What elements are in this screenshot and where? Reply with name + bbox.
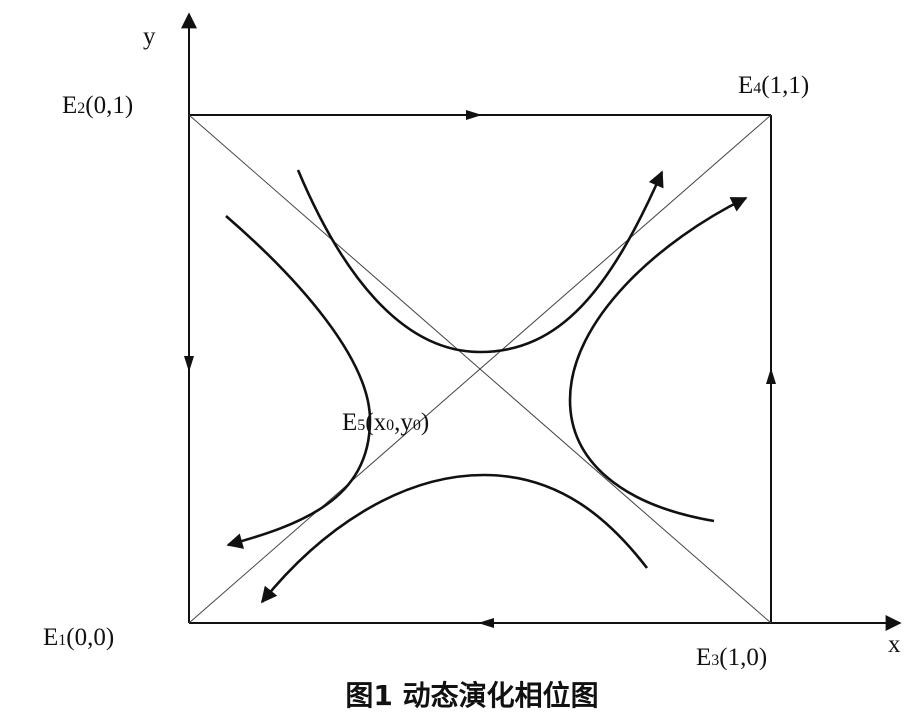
subscript: 5 [357,417,365,434]
subscript: 3 [711,652,719,669]
label-part: (x [365,409,386,436]
subscript: 2 [77,100,85,117]
subscript: 1 [58,632,66,649]
axis-label: y [143,23,156,50]
trajectory [260,473,649,604]
trajectory [296,169,664,354]
label-part: ) [421,409,429,436]
edge-arrow [766,368,776,384]
subscript: 0 [413,417,421,434]
label-part: ,y [394,409,413,436]
point-label: E1(0,0) [43,624,114,651]
label-part: E [342,409,357,436]
subscript: 4 [753,80,761,97]
trajectory [225,215,372,549]
axis-label: x [888,631,901,658]
label-part: (1,1) [761,72,809,99]
edge-arrow [184,356,194,372]
edge-arrow [466,110,482,120]
label-part: (0,1) [85,92,133,119]
label-part: (0,0) [66,624,114,651]
trajectory [568,196,748,523]
diagonal [188,114,772,624]
point-label: E3(1,0) [696,644,767,671]
label-part: E [62,92,77,119]
label-part: (1,0) [719,644,767,671]
label-part: E [696,644,711,671]
point-label: E4(1,1) [738,72,809,99]
point-label: E5(x0,y0) [342,409,429,436]
label-part: E [738,72,753,99]
caption: 图1 动态演化相位图 [345,679,598,712]
label-part: E [43,624,58,651]
edge-arrow [478,618,494,628]
point-label: E2(0,1) [62,92,133,119]
subscript: 0 [386,417,394,434]
